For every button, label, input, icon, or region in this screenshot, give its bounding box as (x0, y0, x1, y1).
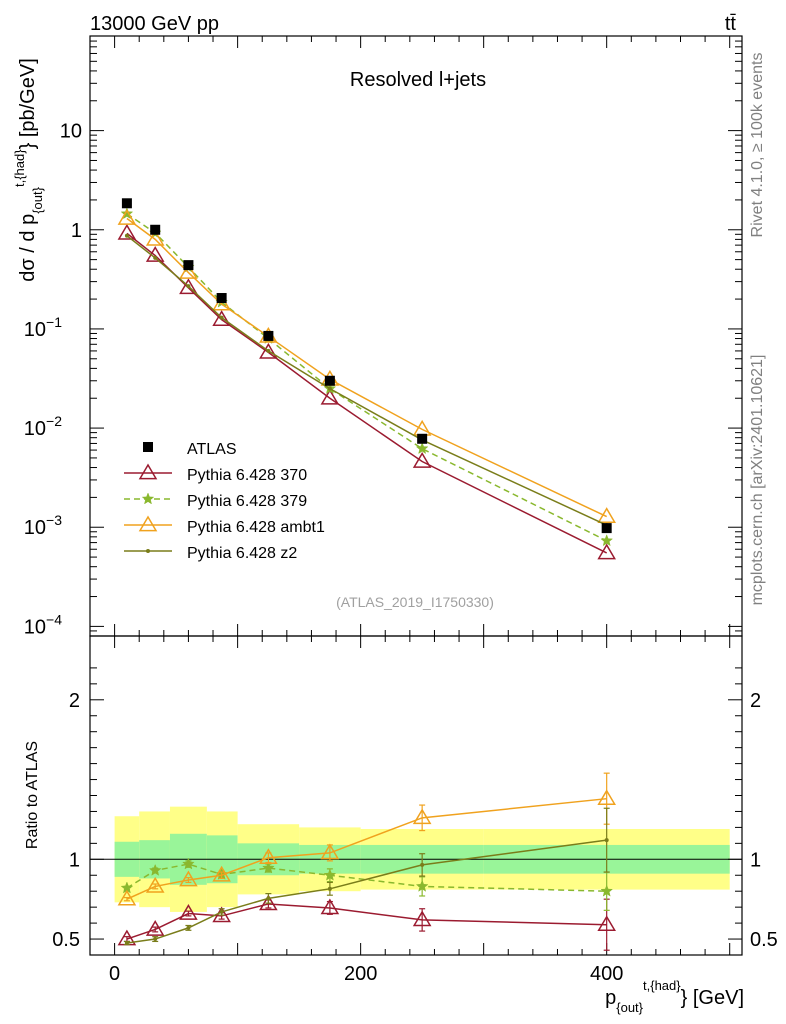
y-tick-label-top: 1 (71, 220, 82, 242)
series-line-ratio-3 (126, 839, 607, 944)
atlas-point-0 (121, 198, 132, 209)
series-point-ratio-1-1 (148, 863, 162, 876)
legend-label-4: Pythia 6.428 z2 (187, 545, 297, 562)
series-point-ratio-3-3 (219, 909, 224, 914)
series-point-ratio-3-0 (124, 941, 129, 946)
series-point-top-2-0 (117, 208, 137, 225)
series-line-ratio-1 (126, 863, 607, 892)
series-point-ratio-3-5 (327, 886, 332, 891)
mcplots-label: mcplots.cern.ch [arXiv:2401.10621] (749, 355, 766, 606)
series-point-ratio-2-3 (212, 865, 231, 882)
x-axis-label: p{out}t,{had}} [GeV] (605, 978, 744, 1015)
energy-label: 13000 GeV pp (90, 13, 219, 35)
legend-marker-4 (146, 549, 150, 553)
legend-label-1: Pythia 6.428 370 (187, 467, 307, 484)
series-line-ratio-2 (126, 797, 607, 900)
atlas-point-4 (263, 330, 274, 341)
legend-marker-atlas (143, 442, 153, 452)
legend-marker-2 (141, 492, 155, 505)
y-tick-label-top: 10−1 (24, 314, 62, 341)
series-point-ratio-1-2 (182, 857, 195, 870)
y-tick-label-bottom-left: 2 (69, 690, 80, 712)
y-tick-label-top: 10 (60, 121, 82, 143)
y-tick-label-top: 10−3 (24, 512, 62, 539)
series-line-top-3 (126, 235, 607, 526)
series-point-ratio-0-7 (597, 915, 616, 932)
series-point-top-3-4 (266, 348, 271, 353)
y-tick-label-bottom-right: 0.5 (750, 929, 778, 951)
series-point-top-3-5 (327, 386, 332, 391)
legend-label-3: Pythia 6.428 ambt1 (187, 519, 325, 536)
series-point-top-0-6 (412, 452, 432, 468)
series-point-ratio-3-2 (186, 925, 191, 930)
series-point-ratio-0-3 (212, 906, 231, 923)
series-point-ratio-3-1 (153, 937, 158, 942)
series-line-ratio-0 (126, 903, 607, 940)
atlas-point-6 (417, 433, 428, 444)
series-point-ratio-1-5 (323, 868, 337, 881)
series-point-top-1-0 (120, 207, 134, 220)
y-axis-label-top: dσ / d p{out}t,{had}} [pb/GeV] (12, 58, 45, 282)
x-tick-label-400: 400 (590, 963, 623, 985)
analysis-id-label: (ATLAS_2019_I1750330) (336, 594, 494, 610)
series-point-top-1-6 (415, 442, 429, 455)
series-point-top-0-5 (320, 388, 340, 405)
atlas-point-3 (216, 293, 227, 304)
legend-marker-1 (138, 463, 158, 480)
series-point-top-2-1 (145, 229, 165, 246)
series-point-top-1-7 (600, 534, 614, 547)
atlas-point-7 (601, 523, 612, 534)
x-tick-label-0: 0 (109, 963, 120, 985)
series-point-top-0-7 (597, 543, 616, 560)
series-point-top-3-1 (153, 255, 158, 260)
series-point-ratio-1-4 (262, 861, 275, 874)
y-tick-label-bottom-right: 2 (750, 690, 761, 712)
series-point-ratio-0-5 (320, 898, 340, 915)
series-point-ratio-3-7 (604, 838, 609, 843)
series-point-ratio-1-6 (415, 879, 429, 892)
legend-label-2: Pythia 6.428 379 (187, 493, 307, 510)
series-point-top-0-3 (212, 310, 231, 327)
process-label: tt̄ (725, 13, 737, 35)
series-point-ratio-0-6 (412, 910, 432, 927)
y-axis-label-bottom: Ratio to ATLAS (24, 741, 41, 849)
series-point-top-3-2 (186, 284, 191, 289)
series-point-top-2-6 (412, 419, 432, 436)
series-point-top-3-0 (124, 233, 129, 238)
y-tick-label-bottom-left: 0.5 (52, 929, 80, 951)
chart-title: Resolved l+jets (350, 69, 486, 91)
atlas-point-2 (183, 260, 194, 271)
series-point-top-0-2 (179, 278, 198, 295)
series-line-top-1 (126, 213, 608, 542)
series-point-top-2-7 (597, 507, 616, 523)
series-point-top-0-0 (117, 223, 137, 240)
y-tick-label-bottom-left: 1 (69, 849, 80, 871)
series-point-ratio-3-6 (420, 862, 425, 867)
series-point-ratio-1-7 (600, 884, 614, 897)
legend-label-0: ATLAS (187, 441, 237, 458)
series-point-top-3-3 (219, 315, 224, 320)
y-tick-label-top: 10−2 (24, 413, 62, 440)
legend-marker-3 (138, 515, 158, 532)
atlas-point-5 (324, 375, 335, 386)
series-point-ratio-2-0 (117, 889, 137, 906)
rivet-version-label: Rivet 4.1.0, ≥ 100k events (749, 53, 766, 238)
x-tick-label-200: 200 (344, 963, 377, 985)
series-point-ratio-3-4 (266, 896, 271, 901)
series-point-top-0-4 (259, 342, 278, 359)
series-point-ratio-2-4 (259, 848, 278, 865)
series-point-ratio-0-2 (179, 904, 198, 920)
series-point-ratio-2-5 (320, 843, 340, 860)
series-point-ratio-2-6 (412, 808, 432, 825)
y-tick-label-top: 10−4 (24, 611, 62, 638)
series-point-ratio-0-4 (259, 894, 278, 911)
series-point-ratio-2-1 (145, 876, 165, 893)
series-point-top-2-2 (179, 263, 198, 279)
y-tick-label-bottom-right: 1 (750, 849, 761, 871)
atlas-point-1 (150, 224, 161, 235)
series-point-ratio-2-2 (179, 870, 198, 887)
series-point-ratio-0-1 (145, 920, 165, 936)
series-point-ratio-2-7 (597, 789, 616, 806)
